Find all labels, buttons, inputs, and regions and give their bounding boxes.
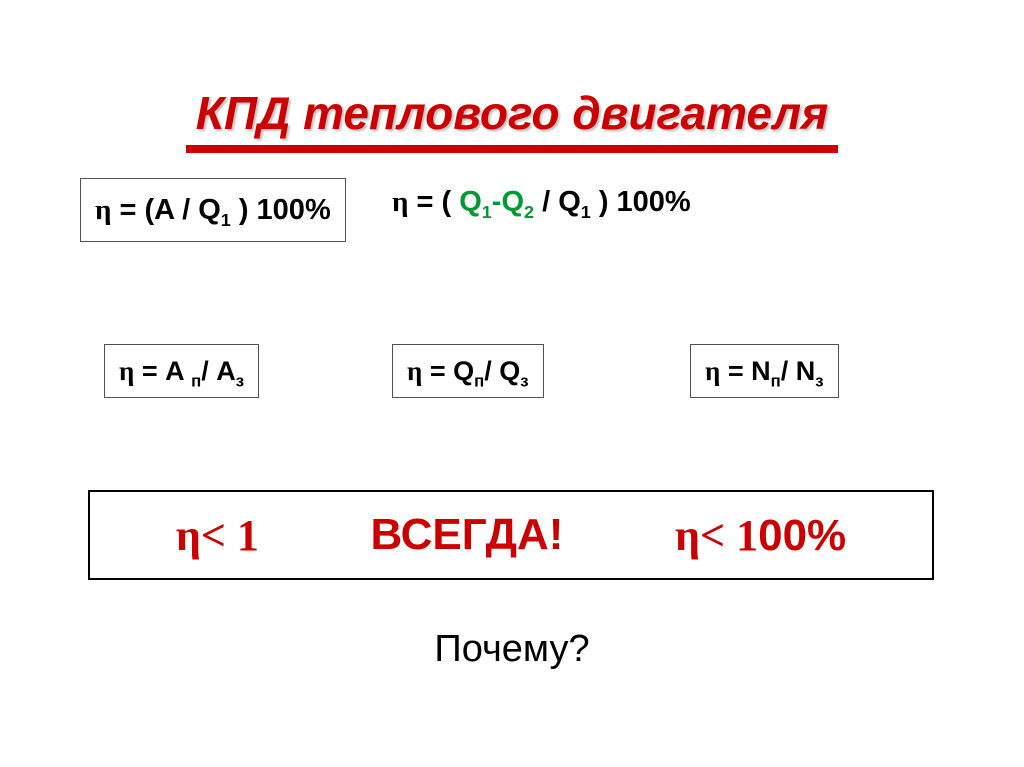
eta-less-than-1: η< 1	[176, 510, 259, 561]
always-label: ВСЕГДА!	[371, 510, 564, 560]
page-title: КПД теплового двигателя	[186, 88, 838, 153]
title-container: КПД теплового двигателя	[0, 0, 1024, 153]
formula-eta-ap-over-az: η = A п/ Aз	[104, 344, 259, 398]
formula-eta-qp-over-qz: η = Qп/ Qз	[392, 344, 544, 398]
formula-eta-q1-q2-over-q1: η = ( Q1-Q2 / Q1 ) 100%	[392, 186, 691, 219]
eta-always-less-than-one-box: η< 1 ВСЕГДА! η< 100%	[88, 490, 934, 580]
formula-eta-a-over-q1: η = (A / Q1 ) 100%	[80, 178, 346, 242]
eta-less-than-100-percent: η< 100%	[675, 510, 846, 561]
why-question: Почему?	[0, 628, 1024, 671]
formula-eta-np-over-nz: η = Nп/ Nз	[690, 344, 839, 398]
